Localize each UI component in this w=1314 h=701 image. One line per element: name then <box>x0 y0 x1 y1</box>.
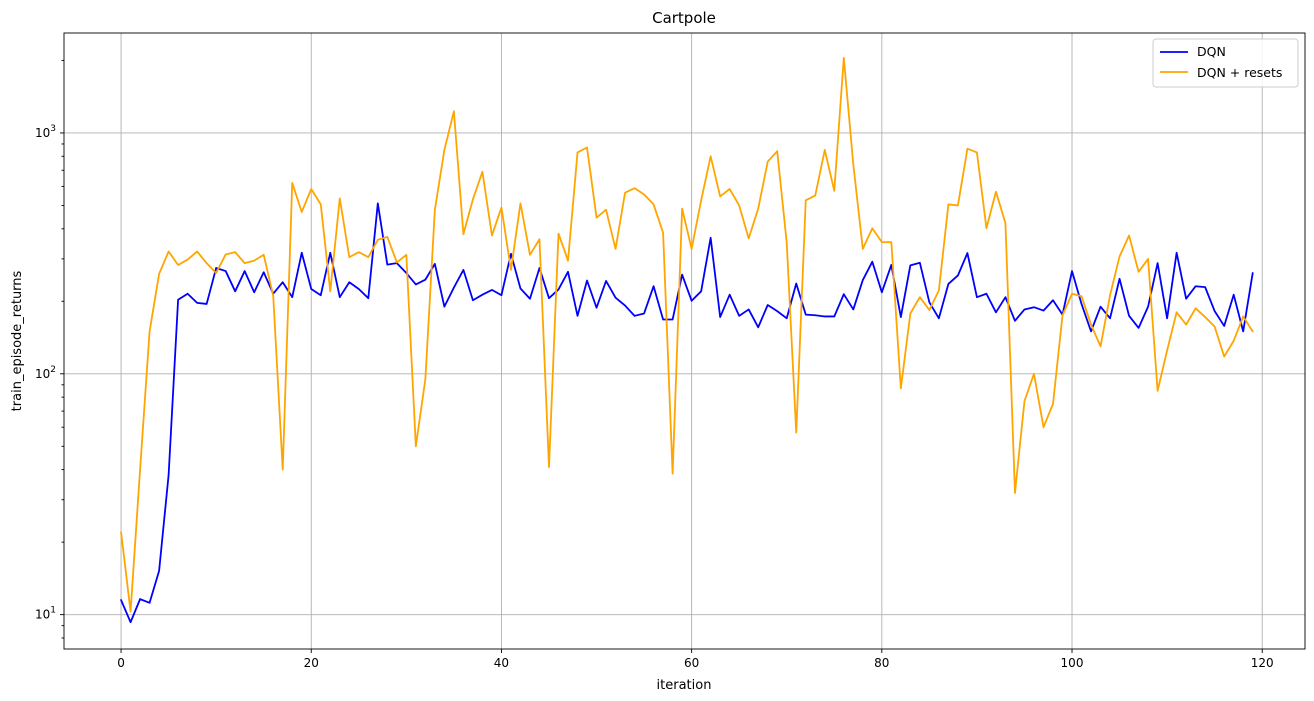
chart-title: Cartpole <box>652 9 716 27</box>
series-line-dqn <box>120 202 1254 624</box>
legend-label-dqn: DQN <box>1197 44 1226 59</box>
x-tick-label: 20 <box>304 656 319 670</box>
y-tick-label: 101 <box>35 606 56 622</box>
x-axis-label: iteration <box>657 678 712 693</box>
series-line-dqn-resets <box>120 56 1254 613</box>
y-tick-label: 103 <box>35 124 56 140</box>
legend-box <box>1152 38 1299 88</box>
legend: DQN DQN + resets <box>1152 38 1299 88</box>
y-axis-label: train_episode_returns <box>10 270 25 411</box>
y-axis-ticks: 101 102 103 <box>35 124 64 622</box>
series-lines <box>120 56 1254 624</box>
x-tick-label: 100 <box>1061 656 1084 670</box>
legend-label-dqn-resets: DQN + resets <box>1197 65 1282 80</box>
x-tick-label: 60 <box>684 656 699 670</box>
x-tick-label: 0 <box>117 656 125 670</box>
plot-frame <box>63 32 1306 650</box>
y-tick-label: 102 <box>35 365 56 381</box>
grid-lines <box>64 33 1305 649</box>
x-tick-label: 120 <box>1251 656 1274 670</box>
x-tick-label: 40 <box>494 656 509 670</box>
x-axis-ticks: 0 20 40 60 80 100 120 <box>117 649 1274 670</box>
x-tick-label: 80 <box>874 656 889 670</box>
